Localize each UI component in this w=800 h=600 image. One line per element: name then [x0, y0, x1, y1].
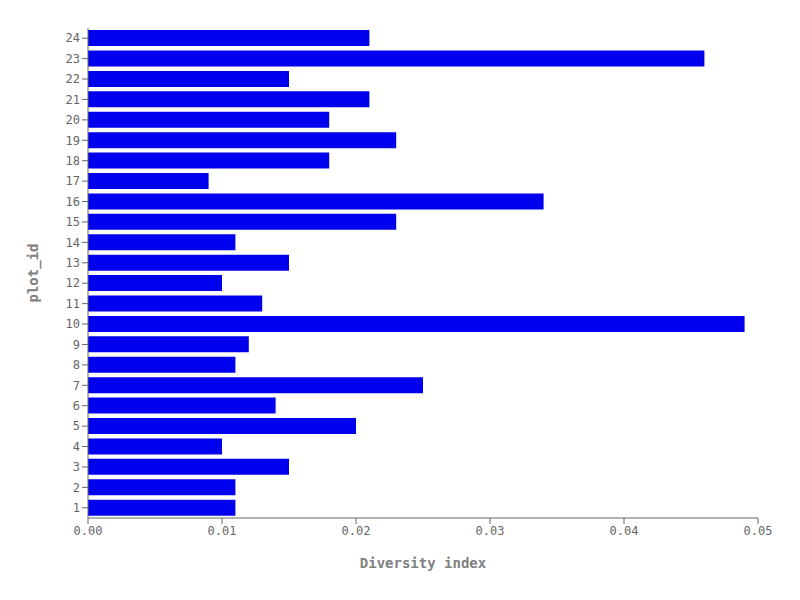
- svg-text:14: 14: [66, 236, 80, 250]
- svg-text:24: 24: [66, 31, 80, 45]
- svg-text:8: 8: [73, 358, 80, 372]
- svg-text:0.01: 0.01: [208, 524, 237, 538]
- svg-text:0.03: 0.03: [476, 524, 505, 538]
- svg-text:0.04: 0.04: [610, 524, 639, 538]
- svg-text:0.00: 0.00: [74, 524, 103, 538]
- svg-text:21: 21: [66, 93, 80, 107]
- svg-text:plot_id: plot_id: [25, 243, 42, 302]
- svg-text:3: 3: [73, 460, 80, 474]
- svg-text:5: 5: [73, 419, 80, 433]
- svg-text:13: 13: [66, 256, 80, 270]
- svg-text:6: 6: [73, 399, 80, 413]
- svg-text:11: 11: [66, 297, 80, 311]
- svg-text:Diversity index: Diversity index: [360, 555, 487, 571]
- svg-text:2: 2: [73, 481, 80, 495]
- svg-text:1: 1: [73, 501, 80, 515]
- svg-text:0.02: 0.02: [342, 524, 371, 538]
- svg-text:9: 9: [73, 338, 80, 352]
- svg-text:20: 20: [66, 113, 80, 127]
- svg-text:10: 10: [66, 317, 80, 331]
- svg-text:19: 19: [66, 134, 80, 148]
- svg-text:22: 22: [66, 72, 80, 86]
- svg-text:18: 18: [66, 154, 80, 168]
- svg-text:0.05: 0.05: [744, 524, 773, 538]
- svg-text:15: 15: [66, 215, 80, 229]
- svg-text:4: 4: [73, 440, 80, 454]
- svg-text:7: 7: [73, 379, 80, 393]
- svg-text:12: 12: [66, 276, 80, 290]
- svg-text:17: 17: [66, 174, 80, 188]
- svg-text:16: 16: [66, 195, 80, 209]
- svg-text:23: 23: [66, 52, 80, 66]
